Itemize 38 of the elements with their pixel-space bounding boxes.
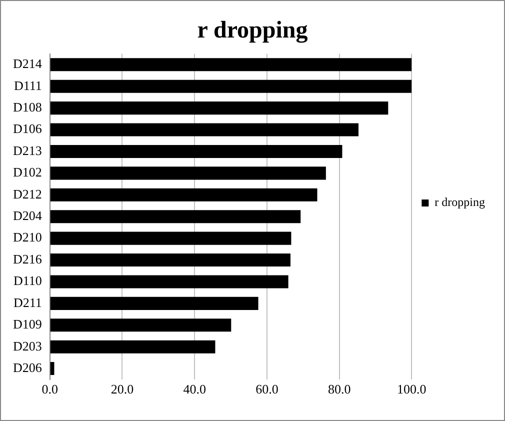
x-tick-label: 60.0 bbox=[256, 382, 278, 397]
y-tick-label: D211 bbox=[13, 294, 42, 310]
bar bbox=[50, 210, 301, 224]
y-tick-label: D210 bbox=[13, 230, 42, 245]
y-tick-label: D110 bbox=[13, 273, 42, 288]
bar bbox=[50, 80, 412, 93]
y-tick-label: D108 bbox=[13, 99, 42, 114]
x-tick-label: 40.0 bbox=[183, 382, 206, 397]
bar bbox=[50, 166, 326, 180]
y-tick-label: D102 bbox=[13, 164, 42, 180]
bar bbox=[50, 254, 290, 267]
y-tick-label: D206 bbox=[13, 360, 42, 375]
y-tick-label: D111 bbox=[14, 78, 42, 93]
bar bbox=[50, 232, 292, 245]
y-tick-label: D204 bbox=[13, 208, 42, 224]
y-tick-label: D109 bbox=[13, 316, 42, 332]
bar bbox=[50, 318, 232, 332]
bar bbox=[50, 296, 258, 310]
bar bbox=[50, 340, 216, 354]
y-tick-label: D203 bbox=[13, 338, 42, 354]
bar bbox=[50, 58, 412, 72]
bar bbox=[50, 123, 358, 136]
bar bbox=[50, 188, 318, 202]
chart-title: r dropping bbox=[197, 18, 308, 44]
x-tick-label: 80.0 bbox=[328, 382, 351, 397]
bar bbox=[50, 275, 288, 288]
bar bbox=[50, 144, 342, 158]
y-tick-label: D212 bbox=[13, 186, 42, 202]
x-tick-label: 20.0 bbox=[110, 382, 134, 397]
legend-label: r dropping bbox=[434, 195, 485, 210]
y-tick-label: D213 bbox=[13, 142, 42, 158]
bar bbox=[50, 362, 54, 376]
y-tick-label: D214 bbox=[13, 56, 42, 72]
x-tick-label: 0.0 bbox=[42, 382, 58, 397]
y-tick-label: D216 bbox=[13, 251, 42, 266]
y-tick-label: D106 bbox=[13, 121, 42, 136]
bar bbox=[50, 102, 388, 115]
x-tick-label: 100.0 bbox=[397, 382, 426, 397]
